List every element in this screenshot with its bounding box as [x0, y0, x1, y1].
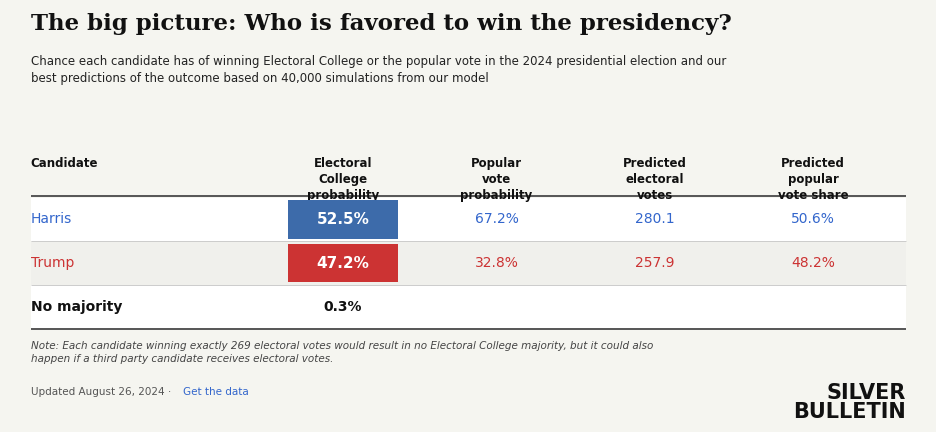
Text: Popular
vote
probability: Popular vote probability [460, 157, 532, 202]
Text: SILVER
BULLETIN: SILVER BULLETIN [793, 383, 905, 422]
Text: 0.3%: 0.3% [323, 300, 361, 314]
Text: 48.2%: 48.2% [790, 256, 834, 270]
Text: No majority: No majority [31, 300, 122, 314]
Text: 280.1: 280.1 [635, 213, 674, 226]
Text: 32.8%: 32.8% [474, 256, 518, 270]
Text: Chance each candidate has of winning Electoral College or the popular vote in th: Chance each candidate has of winning Ele… [31, 55, 725, 85]
Text: Harris: Harris [31, 213, 72, 226]
Text: 50.6%: 50.6% [790, 213, 834, 226]
Text: Get the data: Get the data [183, 387, 248, 397]
Text: Trump: Trump [31, 256, 74, 270]
FancyBboxPatch shape [287, 200, 397, 238]
FancyBboxPatch shape [31, 197, 905, 241]
Text: 52.5%: 52.5% [316, 212, 369, 227]
FancyBboxPatch shape [31, 285, 905, 329]
Text: 257.9: 257.9 [635, 256, 674, 270]
Text: Candidate: Candidate [31, 157, 98, 170]
Text: Note: Each candidate winning exactly 269 electoral votes would result in no Elec: Note: Each candidate winning exactly 269… [31, 341, 652, 364]
FancyBboxPatch shape [287, 244, 397, 283]
Text: Predicted
electoral
votes: Predicted electoral votes [622, 157, 686, 202]
Text: Predicted
popular
vote share: Predicted popular vote share [777, 157, 847, 202]
Text: The big picture: Who is favored to win the presidency?: The big picture: Who is favored to win t… [31, 13, 731, 35]
FancyBboxPatch shape [31, 241, 905, 285]
Text: 47.2%: 47.2% [316, 256, 369, 270]
Text: Updated August 26, 2024 ·: Updated August 26, 2024 · [31, 387, 174, 397]
Text: 67.2%: 67.2% [474, 213, 518, 226]
Text: Electoral
College
probability: Electoral College probability [306, 157, 378, 202]
